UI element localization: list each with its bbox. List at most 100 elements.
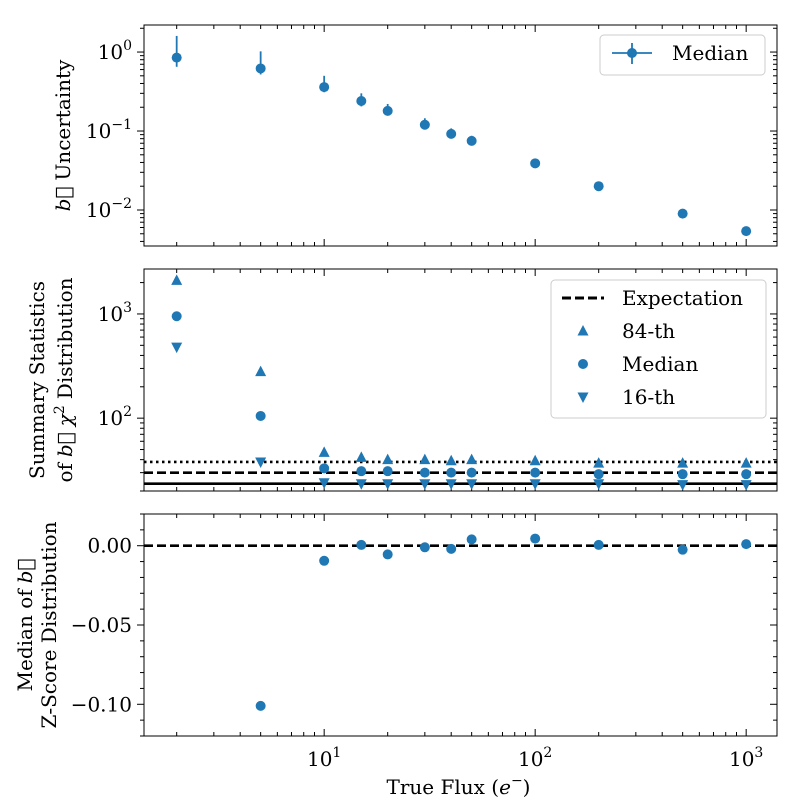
median-point bbox=[466, 135, 477, 146]
legend-marker-84th bbox=[577, 325, 589, 336]
legend-marker-16th bbox=[577, 392, 589, 403]
y-tick-label-base: 10 bbox=[98, 40, 123, 64]
x-tick-label-exp: 3 bbox=[754, 745, 763, 761]
y-tick-label-base: 10 bbox=[86, 119, 111, 143]
x-axis-label-text: True Flux ( bbox=[387, 775, 500, 799]
median-point bbox=[741, 226, 752, 237]
y-axis-label-line2: of b⃗ χ2 Distribution bbox=[52, 277, 77, 482]
point-84-th bbox=[171, 274, 183, 285]
point-84-th bbox=[318, 446, 330, 457]
y-tick-label: 0.00 bbox=[87, 534, 132, 558]
y-axis-label-of: of bbox=[53, 461, 77, 482]
x-axis-label-e: e bbox=[499, 775, 511, 799]
point-84-th bbox=[355, 451, 367, 462]
plot-frame bbox=[143, 268, 778, 492]
y-tick-label: 102 bbox=[98, 404, 132, 430]
median-point bbox=[419, 542, 430, 553]
y-tick-label-exp: −2 bbox=[111, 196, 132, 212]
point-84-th bbox=[593, 457, 605, 468]
median-point bbox=[466, 534, 477, 545]
median-point bbox=[356, 95, 367, 106]
y-tick-label-exp: 0 bbox=[123, 38, 132, 54]
median-point bbox=[255, 700, 266, 711]
legend-label: 84-th bbox=[622, 319, 675, 343]
x-tick-label-base: 10 bbox=[518, 747, 543, 771]
median-point bbox=[419, 119, 430, 130]
point-84-th bbox=[677, 457, 689, 468]
median-point bbox=[255, 63, 266, 74]
legend-box bbox=[599, 34, 766, 76]
point-16-th bbox=[740, 480, 752, 491]
legend-label: Expectation bbox=[622, 286, 743, 310]
point-median bbox=[530, 467, 541, 478]
point-16-th bbox=[445, 479, 457, 490]
point-16-th bbox=[419, 479, 431, 490]
x-tick-label-exp: 2 bbox=[543, 745, 552, 761]
y-tick-label: −0.10 bbox=[71, 692, 132, 716]
point-median bbox=[677, 469, 688, 480]
point-median bbox=[446, 467, 457, 478]
y-tick-label: 103 bbox=[98, 300, 132, 326]
y-axis-label: b⃗ Uncertainty bbox=[51, 59, 75, 211]
median-point bbox=[677, 544, 688, 555]
median-point bbox=[530, 158, 541, 169]
point-median bbox=[255, 410, 266, 421]
legend-box bbox=[550, 279, 767, 419]
point-16-th bbox=[355, 479, 367, 490]
point-16-th bbox=[466, 479, 478, 490]
y-axis-label-median-of: Median of bbox=[13, 588, 37, 692]
point-16-th bbox=[171, 342, 183, 354]
x-axis-label-sup: − bbox=[511, 773, 523, 789]
x-tick-label: 101 bbox=[307, 745, 341, 771]
point-median bbox=[171, 311, 182, 322]
y-tick-label-base: 10 bbox=[98, 406, 123, 430]
point-16-th bbox=[677, 480, 689, 491]
point-median bbox=[356, 466, 367, 477]
median-point bbox=[593, 181, 604, 192]
plot-frame bbox=[143, 24, 778, 247]
plot-frame bbox=[143, 513, 778, 737]
median-point bbox=[446, 543, 457, 554]
point-84-th bbox=[382, 453, 394, 465]
point-median bbox=[593, 469, 604, 480]
x-tick-label: 102 bbox=[518, 745, 552, 771]
y-axis-symbol: b⃗ bbox=[13, 559, 37, 584]
median-point bbox=[446, 128, 457, 139]
y-axis-label-line2: Z-Score Distribution bbox=[37, 521, 61, 728]
point-84-th bbox=[419, 453, 431, 465]
y-tick-label-exp: −1 bbox=[111, 117, 132, 133]
point-84-th bbox=[466, 453, 478, 465]
legend: Median bbox=[599, 34, 766, 76]
legend-marker-median bbox=[578, 359, 588, 369]
point-84-th bbox=[529, 454, 541, 466]
point-84-th bbox=[740, 457, 752, 468]
point-median bbox=[419, 467, 430, 478]
median-point bbox=[171, 52, 182, 63]
point-median bbox=[382, 466, 393, 477]
y-axis-chi: χ bbox=[53, 412, 77, 428]
y-tick-label-exp: 2 bbox=[123, 404, 132, 420]
point-median bbox=[466, 467, 477, 478]
legend: Expectation 84-th Median 16-th bbox=[550, 279, 767, 419]
y-axis-chi-sup: 2 bbox=[52, 405, 68, 414]
y-axis-symbol: b⃗ bbox=[53, 432, 77, 457]
legend-marker bbox=[627, 48, 637, 58]
median-point bbox=[677, 208, 688, 219]
y-axis-symbol: b⃗ bbox=[51, 187, 75, 212]
y-tick-label: 10−2 bbox=[86, 196, 132, 222]
legend-label: Median bbox=[672, 41, 748, 65]
y-tick-label: −0.05 bbox=[71, 613, 132, 637]
point-16-th bbox=[382, 479, 394, 490]
x-tick-label-base: 10 bbox=[729, 747, 754, 771]
median-point bbox=[593, 539, 604, 550]
x-axis-label-close: ) bbox=[523, 775, 531, 799]
y-axis-label-line1: Summary Statistics bbox=[25, 281, 49, 479]
x-tick-label: 103 bbox=[729, 745, 763, 771]
y-axis-label-line1: Median of b⃗ bbox=[13, 559, 37, 692]
point-16-th bbox=[593, 479, 605, 490]
x-tick-label-exp: 1 bbox=[332, 745, 341, 761]
x-axis-label: True Flux (e−) bbox=[387, 773, 531, 799]
